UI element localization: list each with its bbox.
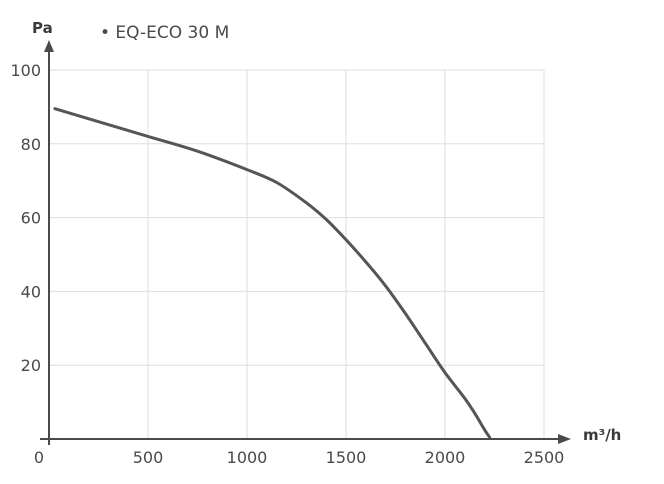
legend-series-name: • EQ-ECO 30 M	[100, 23, 229, 43]
x-tick-label: 1500	[326, 448, 367, 467]
y-tick-label: 80	[21, 135, 41, 154]
x-axis-label: m³/h	[583, 426, 621, 444]
series-group	[53, 107, 492, 439]
x-tick-label: 2000	[425, 448, 466, 467]
y-axis-arrow	[44, 40, 54, 52]
x-tick-label: 1000	[227, 448, 268, 467]
x-tick-label: 500	[133, 448, 164, 467]
y-tick-label: 60	[21, 209, 41, 228]
y-tick-label: 100	[10, 61, 41, 80]
y-tick-label: 40	[21, 282, 41, 301]
x-tick-label: 2500	[524, 448, 565, 467]
grid	[49, 69, 545, 439]
y-axis-label: Pa	[32, 19, 53, 37]
axes	[40, 40, 571, 445]
tick-labels: 0 500 1000 1500 2000 2500 20 40 60 80 100	[10, 61, 564, 467]
y-tick-label: 20	[21, 356, 41, 375]
x-tick-label: 0	[34, 448, 44, 467]
series-line	[53, 107, 492, 439]
x-axis-arrow	[558, 434, 571, 444]
